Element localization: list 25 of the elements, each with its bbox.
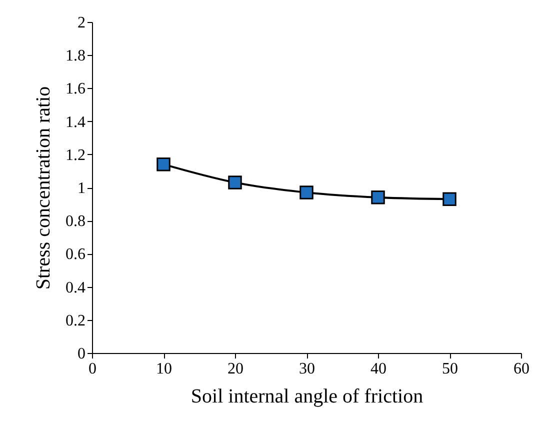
point	[442, 192, 456, 206]
x-tick-label: 40	[370, 360, 386, 378]
y-tick-label: 0	[78, 346, 86, 362]
point	[228, 176, 242, 190]
y-tick-label: 1.6	[66, 80, 86, 98]
y-tick-label: 0.6	[66, 246, 86, 264]
x-tick-label: 20	[228, 360, 244, 378]
x-axis-title: Soil internal angle of friction	[190, 386, 424, 408]
x-tick-label: 0	[88, 360, 96, 378]
y-tick-label: 0.4	[66, 279, 86, 296]
point	[300, 186, 314, 200]
x-tick-label: 60	[514, 360, 530, 378]
point	[371, 190, 385, 204]
y-tick-label: 1.2	[66, 146, 86, 164]
y-tick-label: 0.8	[66, 213, 86, 230]
y-tick-label: 1	[78, 180, 86, 197]
x-tick-label: 10	[156, 360, 172, 378]
y-tick-label: 0.2	[66, 312, 86, 330]
y-tick-label: 2	[78, 14, 86, 32]
x-tick-label: 50	[442, 360, 458, 378]
x-tick-label: 30	[299, 360, 315, 378]
point	[156, 157, 170, 172]
y-tick-label: 1.8	[66, 48, 86, 65]
y-axis-title: Stress concentration ratio	[32, 86, 54, 290]
y-tick-label: 1.4	[66, 114, 86, 131]
